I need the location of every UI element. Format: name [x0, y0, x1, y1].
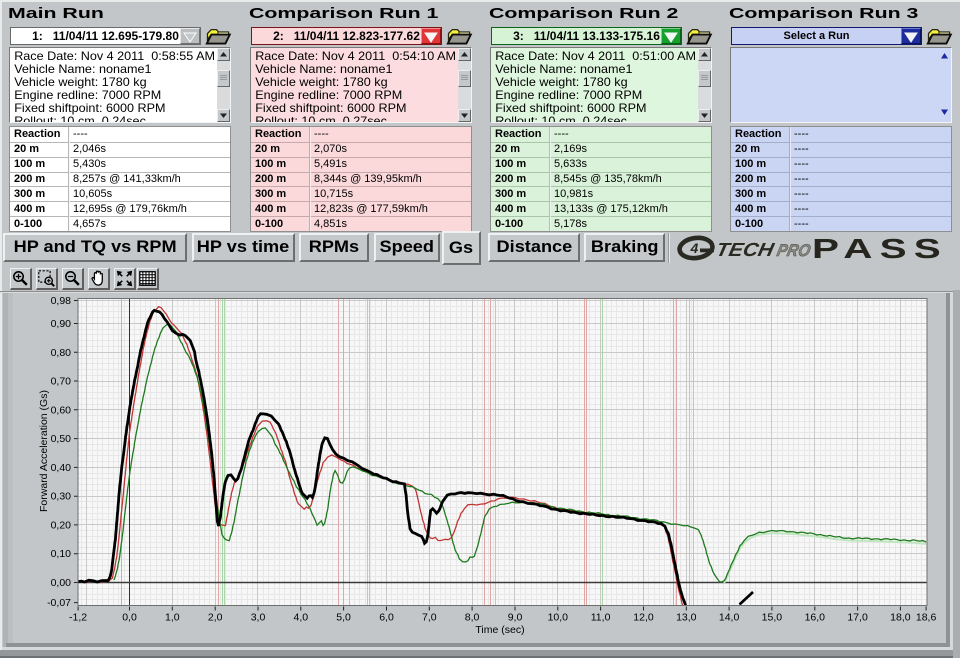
svg-text:5,0: 5,0 [336, 612, 351, 624]
svg-text:TECH: TECH [714, 240, 777, 261]
svg-text:0,40: 0,40 [51, 462, 72, 474]
svg-text:15,0: 15,0 [762, 612, 783, 624]
svg-text:4: 4 [690, 240, 699, 256]
svg-text:0,80: 0,80 [51, 347, 72, 359]
svg-text:6,0: 6,0 [379, 612, 394, 624]
svg-text:Forward Acceleration (Gs): Forward Acceleration (Gs) [38, 390, 50, 512]
svg-text:4,0: 4,0 [293, 612, 308, 624]
svg-text:0,0: 0,0 [122, 612, 137, 624]
svg-text:-1,2: -1,2 [69, 612, 87, 624]
svg-text:0,70: 0,70 [51, 376, 72, 388]
svg-text:Time (sec): Time (sec) [475, 624, 524, 636]
svg-text:13,0: 13,0 [676, 612, 697, 624]
svg-text:11,0: 11,0 [591, 612, 611, 624]
svg-text:14,0: 14,0 [719, 612, 740, 624]
svg-text:-0,07: -0,07 [47, 597, 71, 609]
svg-text:3,0: 3,0 [251, 612, 266, 624]
svg-text:1,0: 1,0 [165, 612, 180, 624]
svg-text:18,0: 18,0 [890, 612, 911, 624]
svg-text:0,50: 0,50 [51, 433, 72, 445]
svg-text:16,0: 16,0 [805, 612, 826, 624]
svg-text:12,0: 12,0 [633, 612, 654, 624]
svg-text:7,0: 7,0 [422, 612, 437, 624]
svg-text:8,0: 8,0 [465, 612, 480, 624]
svg-text:0,00: 0,00 [51, 577, 72, 589]
svg-text:18,6: 18,6 [916, 612, 937, 624]
svg-text:10,0: 10,0 [548, 612, 569, 624]
svg-text:0,98: 0,98 [51, 295, 72, 307]
svg-text:9,0: 9,0 [508, 612, 523, 624]
svg-text:0,20: 0,20 [51, 519, 72, 531]
svg-text:0,30: 0,30 [51, 491, 72, 503]
svg-text:PRO: PRO [775, 240, 813, 260]
svg-text:0,60: 0,60 [51, 404, 72, 416]
svg-text:0,90: 0,90 [51, 318, 72, 330]
svg-text:2,0: 2,0 [208, 612, 223, 624]
svg-text:PASS: PASS [812, 233, 948, 263]
svg-text:0,10: 0,10 [51, 548, 72, 560]
svg-text:17,0: 17,0 [847, 612, 868, 624]
